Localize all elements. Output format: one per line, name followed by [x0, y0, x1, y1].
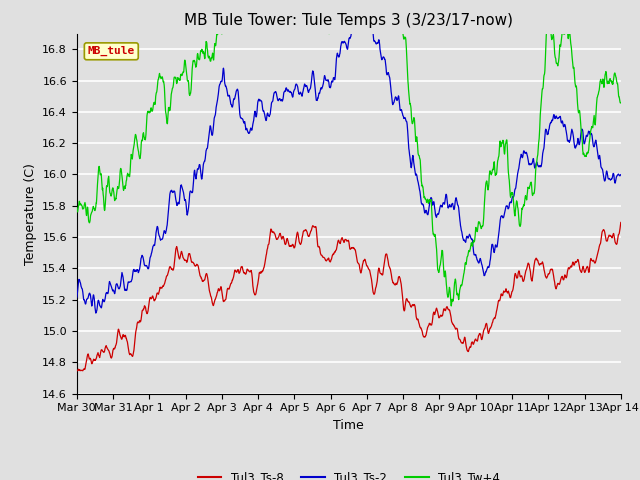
Title: MB Tule Tower: Tule Temps 3 (3/23/17-now): MB Tule Tower: Tule Temps 3 (3/23/17-now…	[184, 13, 513, 28]
Legend: Tul3_Ts-8, Tul3_Ts-2, Tul3_Tw+4: Tul3_Ts-8, Tul3_Ts-2, Tul3_Tw+4	[193, 466, 504, 480]
Y-axis label: Temperature (C): Temperature (C)	[24, 163, 36, 264]
Text: MB_tule: MB_tule	[88, 46, 135, 57]
X-axis label: Time: Time	[333, 419, 364, 432]
